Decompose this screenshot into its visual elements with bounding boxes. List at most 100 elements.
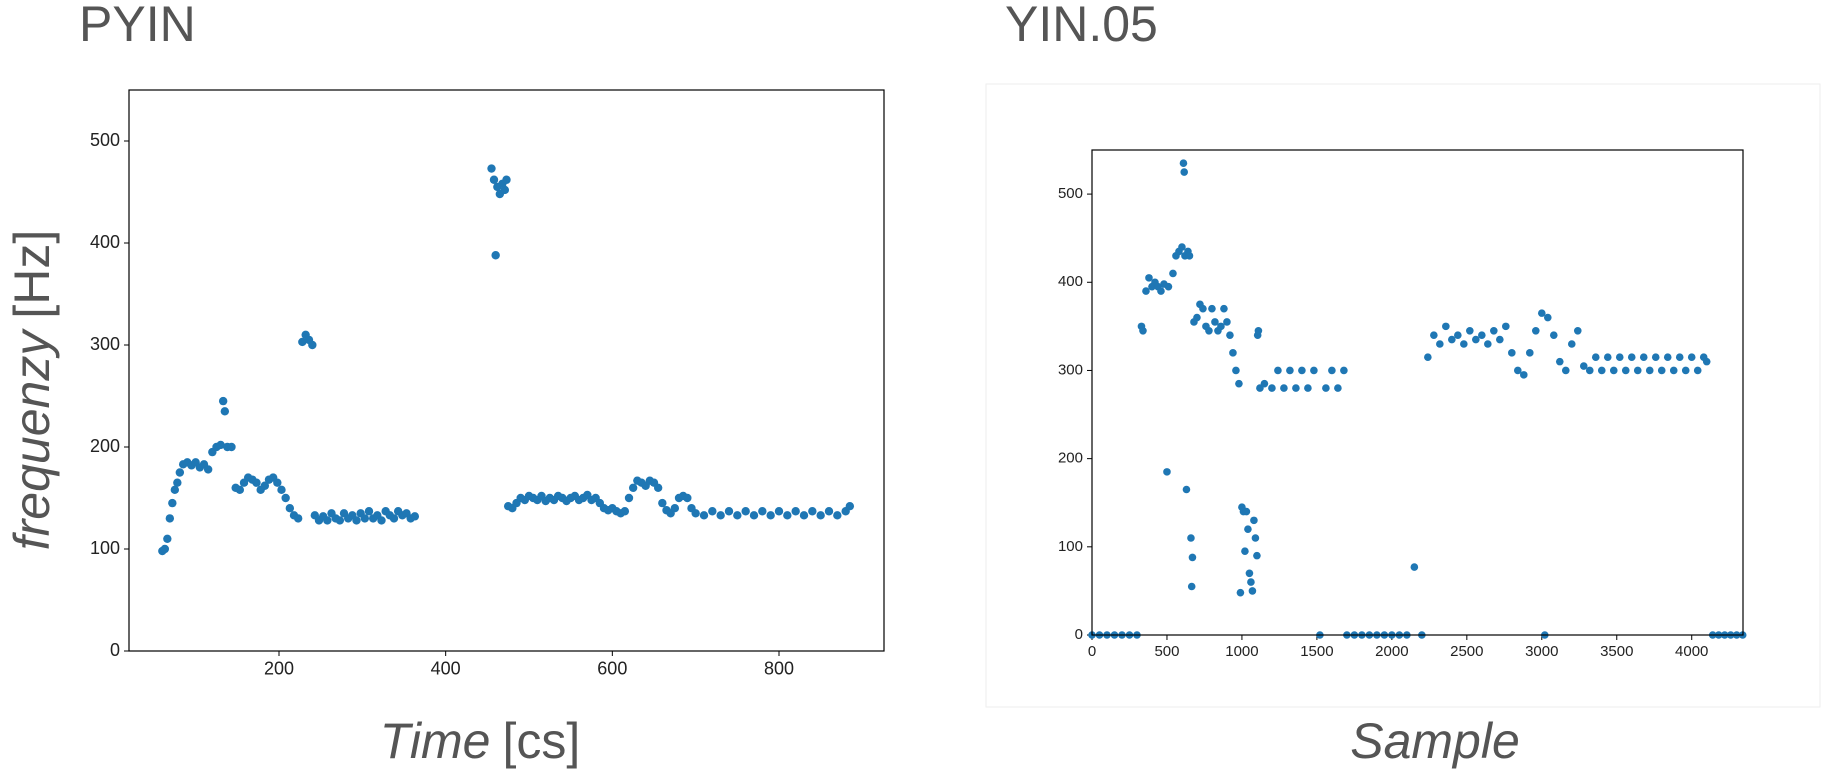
point (749, 511, 759, 520)
x-label-main: Time (380, 713, 491, 769)
point (1621, 366, 1630, 375)
x-tick-label: 1000 (1225, 643, 1258, 660)
point (323, 516, 332, 525)
plot-frame (128, 89, 885, 652)
point (683, 493, 692, 503)
point (670, 504, 680, 513)
point (235, 485, 245, 495)
x-axis-label: Sample (1350, 713, 1520, 769)
point (1549, 331, 1558, 339)
point (1442, 322, 1450, 331)
x-tick-label: 600 (597, 659, 627, 679)
point (1304, 384, 1312, 392)
point (1334, 384, 1342, 392)
point (1567, 340, 1576, 348)
point (1157, 287, 1165, 295)
point (1245, 569, 1254, 578)
point (1585, 366, 1594, 375)
point (716, 511, 725, 520)
plot-frame (1091, 149, 1744, 636)
point (1328, 366, 1336, 375)
point (335, 516, 345, 525)
y-tick-label: 200 (1058, 450, 1083, 467)
point (1187, 534, 1195, 542)
y-tick-label: 100 (90, 538, 120, 558)
point (791, 507, 800, 516)
point (1310, 366, 1318, 375)
point (298, 337, 307, 347)
point (833, 511, 842, 520)
point (1502, 322, 1510, 331)
point (1490, 326, 1498, 335)
point (1235, 379, 1243, 388)
point (1675, 353, 1684, 362)
point (260, 481, 270, 490)
point (1182, 485, 1191, 494)
point (1229, 349, 1237, 357)
point (1609, 366, 1618, 375)
point (1531, 326, 1540, 335)
point (653, 483, 663, 492)
point (1169, 269, 1177, 278)
point (774, 507, 784, 516)
point (1292, 384, 1300, 392)
point (1424, 353, 1432, 362)
point (1466, 326, 1474, 335)
point (824, 507, 834, 516)
point (1178, 243, 1186, 251)
point (1573, 326, 1582, 335)
point (1180, 168, 1189, 176)
point (1208, 304, 1216, 313)
y-label-unit: [Hz] (4, 230, 60, 319)
y-tick-label: 100 (1058, 538, 1083, 555)
point (165, 514, 175, 523)
point (1217, 322, 1225, 331)
point (410, 512, 420, 521)
x-tick-label: 800 (764, 659, 794, 679)
point (281, 493, 290, 503)
point (1244, 525, 1252, 533)
point (1211, 318, 1219, 326)
point (500, 185, 510, 195)
point (1410, 563, 1419, 571)
point (1627, 353, 1636, 362)
point (1579, 362, 1588, 370)
point (1139, 326, 1147, 335)
point (658, 498, 667, 508)
point (1251, 534, 1260, 542)
point (1298, 366, 1306, 375)
x-axis-label: Time [cs] (380, 713, 580, 769)
point (491, 251, 500, 260)
point (1322, 384, 1330, 392)
point (1268, 384, 1276, 392)
point (293, 514, 303, 523)
point (1702, 357, 1711, 366)
x-label-unit: [cs] (502, 713, 580, 769)
point (766, 511, 775, 520)
point (1236, 588, 1245, 597)
point (502, 175, 511, 184)
card-border (985, 83, 1821, 708)
y-tick-label: 300 (90, 334, 120, 354)
x-tick-label: 200 (264, 659, 294, 679)
x-tick-label: 4000 (1675, 643, 1708, 660)
point (1340, 366, 1348, 375)
point (1232, 366, 1240, 375)
point (1241, 547, 1249, 556)
point (1603, 353, 1612, 362)
point (203, 465, 213, 474)
point (1454, 331, 1462, 339)
point (1561, 366, 1570, 375)
point (783, 511, 792, 520)
point (1597, 366, 1606, 375)
point (733, 511, 742, 520)
point (758, 507, 767, 516)
point (220, 407, 230, 416)
point (1639, 353, 1648, 362)
point (1260, 379, 1269, 388)
x-tick-label: 400 (431, 659, 461, 679)
point (377, 516, 386, 525)
point (1142, 287, 1150, 295)
point (1615, 353, 1624, 362)
y-tick-label: 300 (1058, 361, 1083, 378)
